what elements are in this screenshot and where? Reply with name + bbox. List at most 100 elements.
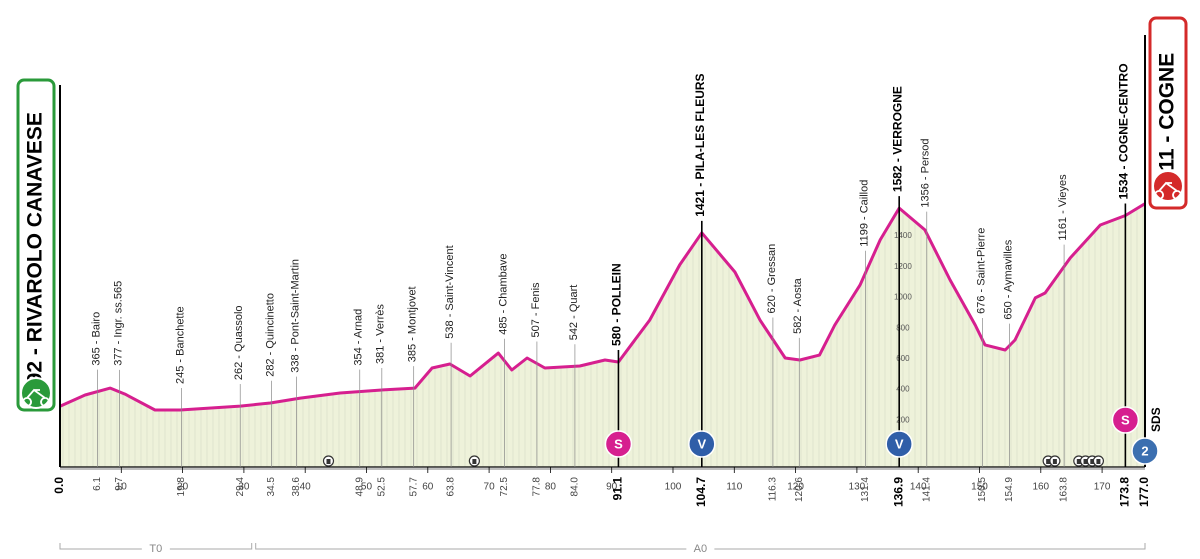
km-label: 104.7: [694, 477, 708, 507]
km-label: 77.8: [532, 477, 543, 497]
km-label: 52.5: [376, 477, 387, 497]
badge: [1131, 437, 1159, 465]
place-label: 338 - Pont-Saint-Martin: [290, 259, 302, 373]
badge-text: 2: [1141, 443, 1148, 458]
y-tick-label: 600: [896, 354, 910, 363]
km-label: 6.1: [92, 477, 103, 491]
badge: [604, 430, 633, 458]
place-label: 385 - Montjovet: [407, 286, 419, 362]
x-tick-label: 70: [484, 482, 496, 493]
km-label: 0.0: [52, 477, 66, 494]
x-tick-label: 10: [116, 482, 128, 493]
km-label: 29.4: [235, 477, 246, 497]
km-label: 91.1: [611, 477, 625, 501]
place-name: 292 - RIVAROLO CANAVESE: [24, 112, 47, 396]
place-label: 262 - Quassolo: [233, 305, 245, 380]
km-label: 120.6: [794, 477, 805, 502]
tunnel-icon-core: [1090, 459, 1095, 464]
x-tick-label: 150: [971, 482, 988, 493]
x-tick-label: 160: [1032, 482, 1049, 493]
km-label: 177.0: [1137, 477, 1151, 507]
x-tick-label: 80: [545, 482, 557, 493]
badge-text: S: [1121, 412, 1130, 427]
x-tick-label: 130: [849, 482, 866, 493]
place-label: 1161 - Vieyes: [1057, 174, 1069, 241]
x-tick-label: 20: [177, 482, 189, 493]
place-label: 1582 - VERROGNE: [890, 86, 904, 192]
y-tick-label: 1400: [894, 231, 912, 240]
tunnel-icon-core: [1083, 459, 1088, 464]
place-label: 1534 - COGNE-CENTRO: [1117, 63, 1131, 199]
place-label: 538 - Saint-Vincent: [444, 245, 456, 338]
place-label: 1199 - Caillod: [858, 180, 870, 247]
y-tick-label: 1200: [894, 262, 912, 271]
x-tick-label: 140: [910, 482, 927, 493]
profile-line: [59, 202, 1146, 412]
badge-text: V: [697, 436, 706, 451]
tunnel-icon-core: [472, 459, 477, 464]
x-tick-label: 60: [422, 482, 434, 493]
place-label: 1356 - Persod: [920, 138, 932, 207]
place-label: 650 - Aymavilles: [1002, 239, 1014, 319]
x-tick-label: 170: [1094, 482, 1111, 493]
km-label: 19.8: [176, 477, 187, 497]
x-tick-label: 110: [726, 482, 742, 493]
profile-hatch: [60, 203, 1145, 467]
place-icon: [1152, 170, 1184, 202]
side-note: SDS: [1149, 407, 1163, 432]
place-label: 582 - Aosta: [792, 277, 804, 334]
km-label: 136.9: [891, 477, 905, 507]
badge: [1111, 406, 1140, 434]
tunnel-icon-core: [1076, 459, 1081, 464]
km-label: 63.8: [446, 477, 457, 497]
km-label: 173.8: [1118, 477, 1132, 507]
zone-label: T0: [149, 543, 162, 555]
place-label: 485 - Chambave: [497, 253, 509, 334]
x-tick-label: 40: [300, 482, 312, 493]
km-label: 150.5: [977, 477, 988, 502]
zone-label-bg: [686, 541, 715, 557]
place-box: [1148, 16, 1188, 210]
tunnel-icon-core: [1046, 459, 1051, 464]
x-tick-label: 90: [606, 482, 618, 493]
badge: [688, 430, 716, 458]
place-label: 542 - Quart: [568, 285, 580, 341]
km-label: 84.0: [570, 477, 581, 497]
km-label: 72.5: [499, 477, 510, 497]
place-label: 365 - Bairo: [90, 312, 102, 366]
bike-icon: [22, 388, 50, 407]
km-label: 57.7: [408, 477, 419, 497]
badge-text: S: [614, 436, 623, 451]
place-label: 377 - Ingr. ss.565: [112, 281, 124, 366]
place-icon: [20, 377, 52, 409]
badge: [885, 430, 913, 458]
place-label: 507 - Fenis: [530, 282, 542, 338]
place-label: 620 - Gressan: [766, 244, 778, 314]
km-label: 38.6: [291, 477, 302, 497]
place-label: 282 - Quincinetto: [264, 293, 276, 377]
place-label: 381 - Verrès: [375, 304, 387, 364]
place-label: 245 - Banchette: [174, 306, 186, 384]
x-tick-label: 50: [361, 482, 373, 493]
tunnel-icon-core: [326, 459, 331, 464]
place-label: 354 - Arnad: [353, 309, 365, 366]
x-tick-label: 30: [238, 482, 250, 493]
km-label: 116.3: [768, 477, 779, 502]
badge-text: V: [895, 436, 904, 451]
km-label: 141.4: [921, 477, 932, 502]
km-label: 163.8: [1059, 477, 1070, 502]
km-label: 131.4: [860, 477, 871, 502]
km-label: 48.9: [354, 477, 365, 497]
place-box: [16, 78, 56, 412]
x-tick-label: 120: [787, 482, 804, 493]
tunnel-icon-core: [1096, 459, 1101, 464]
y-tick-label: 800: [896, 323, 910, 332]
zone-label-bg: [141, 541, 170, 557]
place-label: 676 - Saint-Pierre: [976, 228, 988, 314]
km-label: 34.5: [266, 477, 277, 497]
km-label: 154.9: [1004, 477, 1015, 502]
tunnel-icon-core: [1052, 459, 1057, 464]
place-name: 1611 - COGNE: [1156, 53, 1179, 194]
place-label: 1421 - PILA-LES FLEURS: [693, 73, 707, 216]
